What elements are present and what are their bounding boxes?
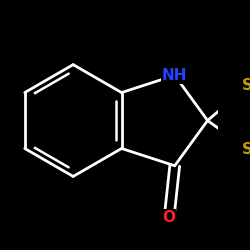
Text: NH: NH bbox=[162, 68, 188, 83]
Text: O: O bbox=[163, 210, 176, 225]
Text: S: S bbox=[242, 142, 250, 157]
Text: S: S bbox=[242, 78, 250, 94]
